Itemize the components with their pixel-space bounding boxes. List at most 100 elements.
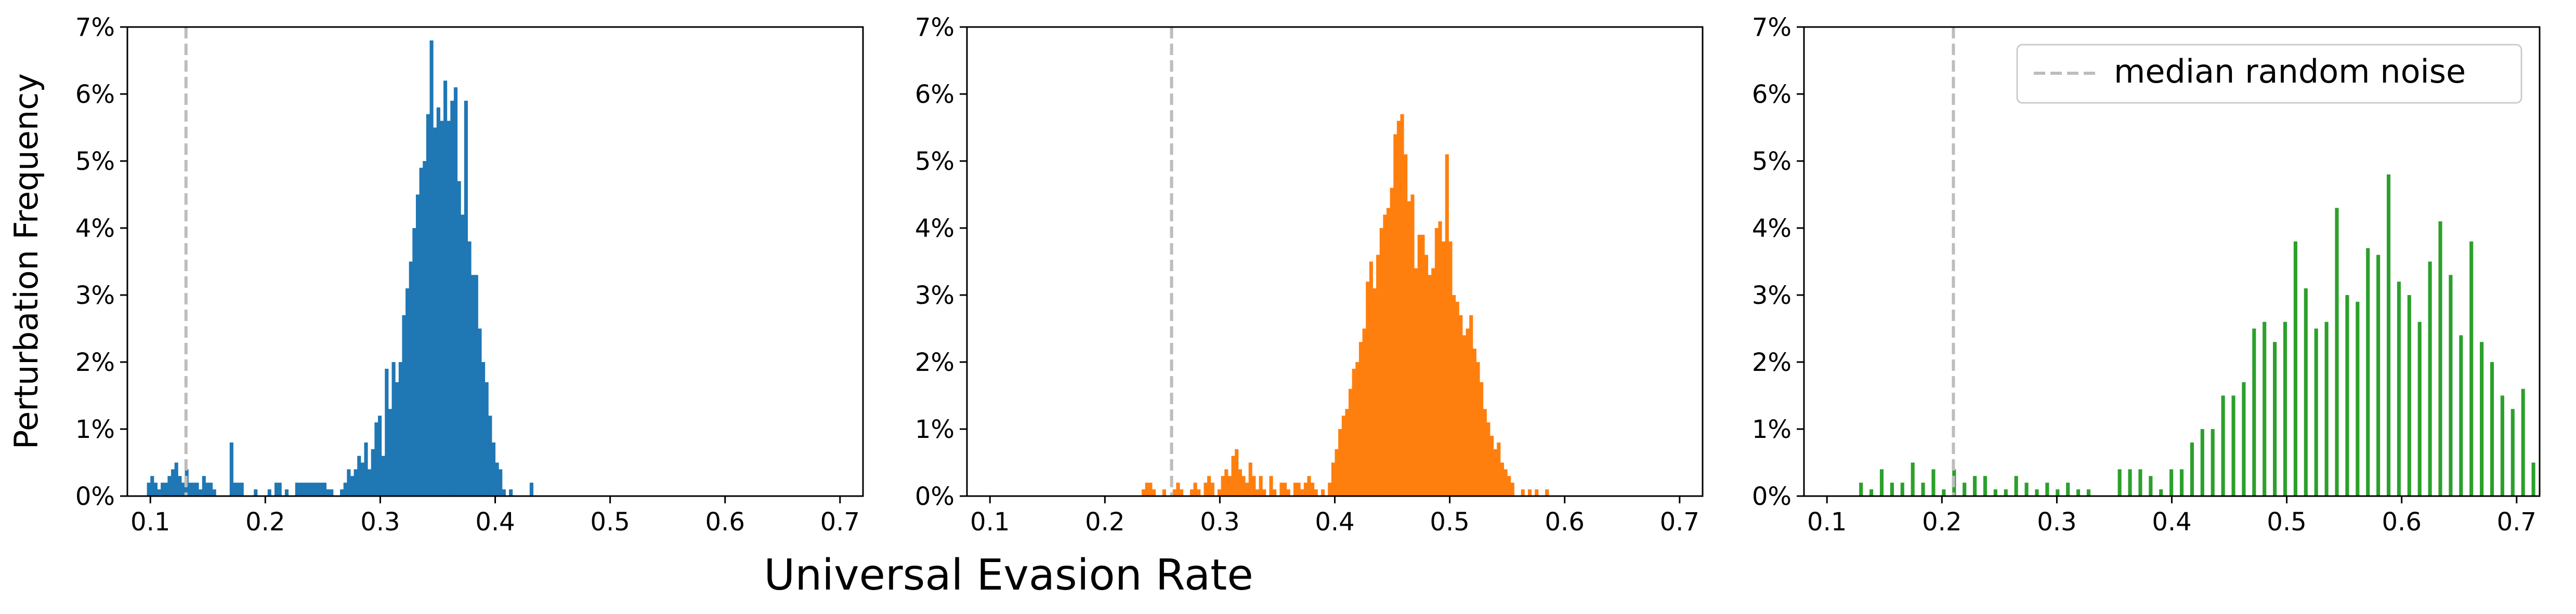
histogram-bar	[391, 362, 396, 496]
histogram-bar	[1890, 483, 1894, 496]
histogram-bar	[1362, 328, 1366, 496]
histogram-bar	[1483, 409, 1487, 496]
histogram-bar	[2045, 483, 2049, 496]
y-tick-label: 1%	[1752, 415, 1792, 444]
y-tick-label: 0%	[915, 482, 954, 511]
histogram-bar	[2407, 295, 2411, 496]
histogram-bar	[2159, 489, 2163, 496]
histogram-bar	[2035, 489, 2039, 496]
y-tick-label: 3%	[1752, 281, 1792, 310]
histogram-bar	[2138, 469, 2142, 496]
histogram-bars	[1142, 114, 1549, 497]
histogram-bar	[1390, 188, 1394, 497]
histogram-bar	[1503, 469, 1508, 496]
histogram-bar	[354, 469, 358, 496]
histogram-bar	[157, 489, 161, 496]
histogram-bar	[150, 476, 154, 496]
y-tick-label: 3%	[75, 281, 115, 310]
plot-frame	[126, 26, 864, 497]
histogram-bar	[1900, 483, 1904, 496]
histogram-bar	[1459, 315, 1463, 496]
histogram-bar	[1314, 489, 1318, 496]
y-tick-label: 1%	[75, 415, 115, 444]
x-tick-label: 0.7	[2497, 508, 2536, 537]
x-tick-label: 0.5	[1430, 508, 1469, 537]
histogram-bar	[1434, 228, 1439, 496]
histogram-bar	[1189, 489, 1194, 496]
histogram-bar	[2221, 395, 2225, 496]
histogram-bar	[2263, 322, 2267, 496]
histogram-bar	[450, 100, 454, 496]
histogram-bar	[1358, 342, 1363, 496]
x-tick-label: 0.1	[970, 508, 1010, 537]
y-tick-label: 6%	[75, 80, 115, 109]
histogram-bar	[1417, 234, 1421, 496]
histogram-bar	[1338, 429, 1342, 496]
histogram-bar	[1438, 221, 1442, 497]
histogram-bar	[1307, 476, 1311, 496]
histogram-bar	[1204, 483, 1208, 496]
x-tick-label: 0.4	[475, 508, 515, 537]
histogram-bar	[2500, 395, 2504, 496]
histogram-bar	[1252, 476, 1256, 496]
histogram-bar	[229, 442, 233, 496]
histogram-bar	[2304, 288, 2308, 496]
histogram-bar	[1452, 295, 1456, 496]
histogram-bar	[1400, 114, 1404, 496]
histogram-bar	[1369, 261, 1373, 496]
x-tick-label: 0.3	[360, 508, 400, 537]
histogram-bar	[1510, 483, 1514, 496]
legend-label: median random noise	[2114, 52, 2466, 90]
histogram-bar	[1493, 449, 1497, 496]
histogram-bar	[436, 107, 440, 497]
histogram-bar	[1476, 362, 1480, 496]
histogram-bar	[2117, 469, 2122, 496]
histogram-bar	[440, 121, 444, 497]
histogram-bar	[2252, 328, 2256, 496]
x-tick-label: 0.1	[1807, 508, 1847, 537]
histogram-bar	[1152, 489, 1156, 496]
histogram-bar	[343, 483, 347, 496]
histogram-bar	[1879, 469, 1884, 496]
histogram-bar	[1235, 449, 1239, 496]
x-tick-label: 0.4	[2152, 508, 2191, 537]
histogram-bar	[1973, 476, 1977, 496]
histogram-bar	[1469, 315, 1473, 496]
histogram-bar	[457, 181, 461, 496]
histogram-bar	[1300, 489, 1304, 496]
histogram-bar	[1328, 483, 1332, 496]
histogram-bars	[147, 40, 533, 497]
histogram-bar	[205, 483, 210, 496]
histogram-bar	[2459, 335, 2463, 496]
histogram-bar	[350, 476, 355, 496]
histogram-bar	[188, 483, 192, 496]
histogram-panel-3: 0% 1% 2% 3% 4% 5% 6% 7% 0.1 0.2 0.3 0.4 0.5 0.6 0.7 med…	[1752, 13, 2541, 537]
histogram-bar	[1859, 483, 1863, 496]
histogram-bar	[1497, 442, 1501, 496]
histogram-bar	[1231, 456, 1235, 496]
histogram-bar	[326, 489, 330, 496]
histogram-bar	[2056, 489, 2060, 496]
histogram-bar	[1148, 483, 1153, 496]
histogram-bar	[1293, 483, 1298, 496]
histogram-bar	[1410, 194, 1415, 496]
histogram-bar	[447, 121, 451, 497]
histogram-bar	[212, 489, 216, 496]
histogram-bar	[471, 275, 475, 496]
histogram-bar	[364, 442, 368, 496]
histogram-bar	[474, 275, 478, 496]
histogram-bar	[2179, 469, 2184, 496]
histogram-bar	[1345, 409, 1349, 496]
histogram-bar	[161, 483, 165, 496]
histogram-bar	[254, 489, 258, 496]
histogram-bar	[147, 483, 151, 496]
x-tick-label: 0.3	[2037, 508, 2076, 537]
histogram-panel-2: 0% 1% 2% 3% 4% 5% 6% 7% 0.1 0.2 0.3 0.4 0.5 0.6 0.7	[915, 13, 1704, 537]
histogram-bar	[2324, 322, 2329, 496]
histogram-bar	[1320, 489, 1325, 496]
histogram-bar	[2428, 261, 2432, 496]
histogram-bar	[2169, 469, 2174, 496]
histogram-bar	[1142, 489, 1146, 496]
histogram-bar	[1396, 121, 1401, 497]
y-tick-label: 7%	[1752, 13, 1792, 42]
